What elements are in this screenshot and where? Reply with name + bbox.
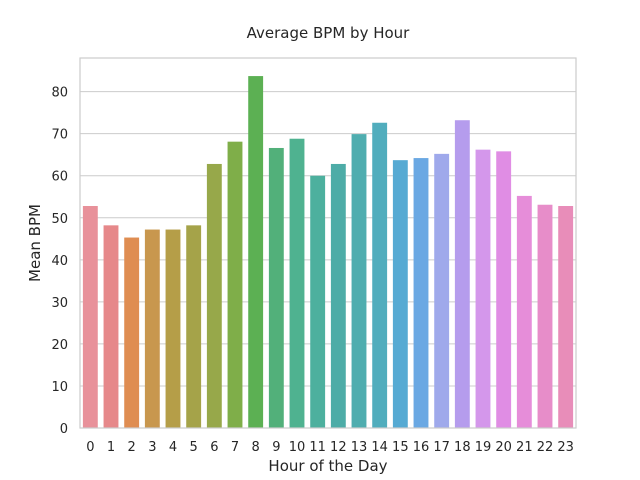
x-tick-label: 17 (433, 440, 450, 455)
chart-title: Average BPM by Hour (247, 24, 411, 42)
x-tick-label: 16 (413, 440, 430, 455)
bar-hour-23 (558, 206, 574, 428)
bar-hour-7 (227, 141, 243, 428)
x-tick-label: 2 (128, 440, 136, 455)
x-tick-label: 3 (148, 440, 156, 455)
y-tick-labels: 0 10 20 30 40 50 60 70 80 (51, 86, 68, 437)
x-tick-label: 11 (309, 440, 326, 455)
x-tick-label: 13 (351, 440, 368, 455)
bar-hour-5 (186, 225, 202, 428)
x-tick-label: 4 (169, 440, 177, 455)
y-tick-label: 50 (51, 212, 68, 227)
bar-hour-11 (310, 175, 326, 428)
bar-hour-4 (165, 229, 181, 428)
x-tick-label: 1 (107, 440, 115, 455)
bar-hour-10 (289, 138, 305, 428)
bar-hour-3 (144, 229, 160, 428)
x-tick-label: 21 (516, 440, 533, 455)
grid-lines (80, 91, 576, 429)
bar-hour-20 (496, 151, 512, 428)
x-tick-labels: 0 1 2 3 4 5 6 7 8 9 10 11 12 13 14 15 16 17 18 19 20 21 22 23 (86, 440, 574, 455)
y-tick-label: 30 (51, 296, 68, 311)
y-tick-label: 10 (51, 380, 68, 395)
bar-hour-9 (268, 147, 284, 428)
bars (82, 76, 574, 429)
bar-hour-16 (413, 158, 429, 428)
x-tick-label: 14 (371, 440, 388, 455)
x-axis-label: Hour of the Day (268, 457, 387, 475)
y-tick-label: 20 (51, 338, 68, 353)
x-tick-label: 19 (475, 440, 492, 455)
y-tick-label: 40 (51, 254, 68, 269)
x-tick-label: 0 (86, 440, 94, 455)
bar-hour-2 (124, 237, 140, 428)
x-tick-label: 7 (231, 440, 239, 455)
bar-hour-15 (392, 160, 408, 428)
bar-hour-21 (516, 195, 532, 428)
y-tick-label: 70 (51, 128, 68, 143)
plot-frame (79, 57, 577, 429)
bar-hour-17 (434, 153, 450, 428)
y-tick-label: 0 (60, 422, 68, 437)
y-tick-label: 80 (51, 86, 68, 101)
bar-hour-14 (372, 122, 388, 428)
bar-hour-6 (206, 163, 222, 429)
x-tick-label: 10 (289, 440, 306, 455)
y-tick-label: 60 (51, 170, 68, 185)
bar-hour-0 (82, 206, 98, 428)
bar-hour-12 (330, 163, 346, 429)
bar-hour-19 (475, 149, 491, 428)
x-tick-label: 23 (557, 440, 574, 455)
bar-hour-18 (454, 120, 470, 429)
x-tick-label: 12 (330, 440, 347, 455)
x-tick-label: 15 (392, 440, 409, 455)
bar-hour-22 (537, 204, 553, 428)
y-axis-label: Mean BPM (26, 204, 44, 282)
bar-hour-1 (103, 225, 119, 428)
bar-hour-13 (351, 134, 367, 428)
x-tick-label: 9 (272, 440, 280, 455)
x-tick-label: 20 (495, 440, 512, 455)
x-tick-label: 6 (210, 440, 218, 455)
x-tick-label: 18 (454, 440, 471, 455)
bar-hour-8 (248, 76, 264, 429)
x-tick-label: 5 (190, 440, 198, 455)
x-tick-label: 22 (537, 440, 554, 455)
x-tick-label: 8 (252, 440, 260, 455)
